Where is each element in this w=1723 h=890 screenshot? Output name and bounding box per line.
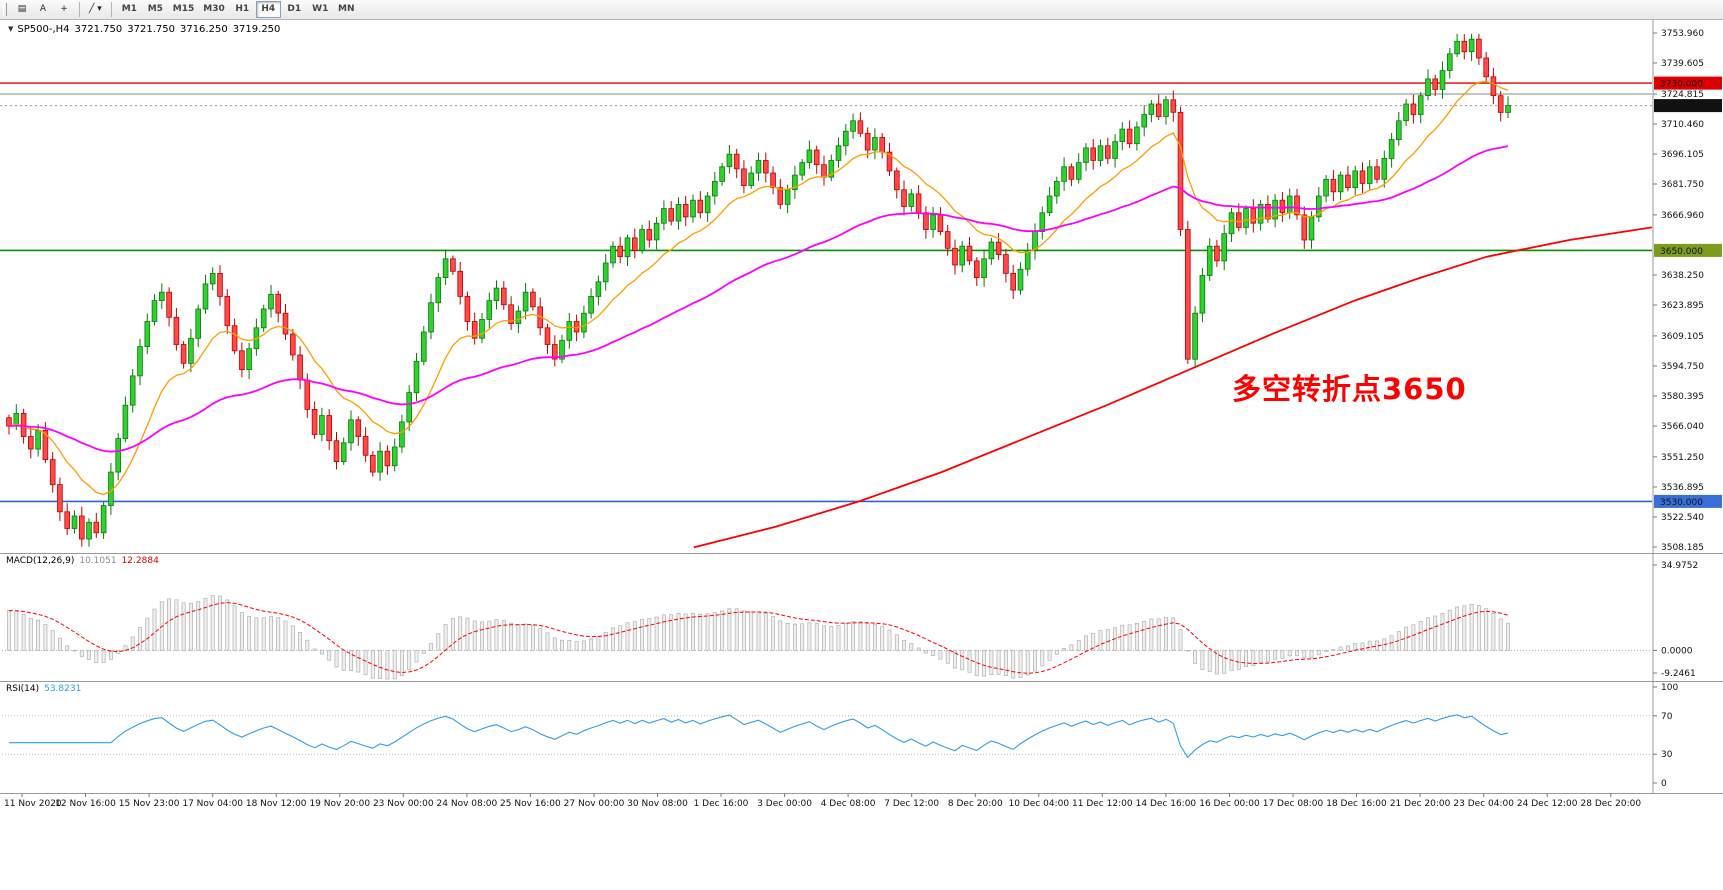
chart-canvas[interactable]: 3753.960 3739.605 3724.815 3710.460 3696.105… xyxy=(0,0,1723,812)
rsi-tick-label: 70 xyxy=(1661,712,1673,722)
rsi-tick-label: 100 xyxy=(1661,683,1678,693)
macd-tick-label: -9.2461 xyxy=(1661,669,1696,679)
bottom-spacer xyxy=(0,812,1723,890)
time-tick-label: 11 Dec 12:00 xyxy=(1072,799,1133,809)
price-tick-label: 3666.960 xyxy=(1661,211,1704,221)
price-tick-label: 3551.250 xyxy=(1661,453,1704,463)
time-tick-label: 8 Dec 20:00 xyxy=(948,799,1003,809)
price-badge-label: 3719.250 xyxy=(1660,102,1703,112)
time-tick-label: 23 Nov 00:00 xyxy=(373,799,434,809)
toolbar-drag-handle[interactable] xyxy=(3,3,7,16)
time-tick-label: 12 Nov 16:00 xyxy=(55,799,116,809)
time-tick-label: 10 Dec 04:00 xyxy=(1009,799,1070,809)
time-tick-label: 15 Nov 23:00 xyxy=(119,799,180,809)
time-tick-label: 17 Nov 04:00 xyxy=(182,799,243,809)
macd-tick-label: 0.0000 xyxy=(1661,646,1693,656)
price-tick-label: 3696.105 xyxy=(1661,150,1704,160)
price-badge-label: 3650.000 xyxy=(1660,247,1703,257)
timeframe-h1-button[interactable]: H1 xyxy=(230,1,255,18)
price-badge-label: 3530.000 xyxy=(1660,498,1703,508)
time-tick-label: 7 Dec 12:00 xyxy=(884,799,939,809)
price-tick-label: 3580.395 xyxy=(1661,392,1704,402)
price-tick-label: 3710.460 xyxy=(1661,120,1704,130)
price-tick-label: 3594.750 xyxy=(1661,362,1704,372)
price-axis[interactable]: 3753.960 3739.605 3724.815 3710.460 3696.105… xyxy=(1652,20,1722,793)
line-tool-icon[interactable]: ╱ ▾ xyxy=(85,1,106,18)
price-tick-label: 3638.250 xyxy=(1661,271,1704,281)
text-tool-icon[interactable]: A xyxy=(33,1,53,18)
price-tick-label: 3508.185 xyxy=(1661,543,1704,553)
price-tick-label: 3566.040 xyxy=(1661,422,1704,432)
timeframe-mn-button[interactable]: MN xyxy=(334,1,359,18)
time-tick-label: 1 Dec 16:00 xyxy=(694,799,749,809)
time-tick-label: 23 Dec 04:00 xyxy=(1453,799,1514,809)
time-tick-label: 27 Nov 00:00 xyxy=(564,799,625,809)
price-tick-label: 3739.605 xyxy=(1661,59,1704,69)
price-badge xyxy=(1654,99,1722,113)
price-tick-label: 3623.895 xyxy=(1661,301,1704,311)
time-tick-label: 14 Dec 16:00 xyxy=(1136,799,1197,809)
time-tick-label: 3 Dec 00:00 xyxy=(757,799,812,809)
price-tick-label: 3609.105 xyxy=(1661,332,1704,342)
rsi-line xyxy=(9,714,1509,759)
timeframe-d1-button[interactable]: D1 xyxy=(282,1,307,18)
timeframe-w1-button[interactable]: W1 xyxy=(308,1,333,18)
macd-panel: 34.9752 0.0000 -9.2461 xyxy=(2,561,1698,680)
time-tick-label: 18 Nov 12:00 xyxy=(246,799,307,809)
macd-tick-label: 34.9752 xyxy=(1661,561,1698,571)
slow-ma-line xyxy=(693,226,1653,549)
chart-tool-icon[interactable]: ▤ xyxy=(12,1,32,18)
time-tick-label: 18 Dec 16:00 xyxy=(1326,799,1387,809)
timeframe-m30-button[interactable]: M30 xyxy=(199,1,228,18)
moving-averages xyxy=(8,80,1509,496)
time-tick-label: 30 Nov 08:00 xyxy=(627,799,688,809)
price-badge xyxy=(1654,76,1722,90)
time-tick-label: 21 Dec 20:00 xyxy=(1390,799,1451,809)
rsi-tick-label: 30 xyxy=(1661,750,1673,760)
macd-signal-line xyxy=(8,602,1509,674)
toolbar-divider xyxy=(110,2,112,17)
candlestick-series xyxy=(6,33,1511,547)
time-tick-label: 19 Nov 20:00 xyxy=(309,799,370,809)
price-tick-label: 3724.815 xyxy=(1661,90,1704,100)
toolbar: ▤ A + ╱ ▾ M1 M5 M15 M30 H1 H4 D1 W1 MN xyxy=(0,0,1723,20)
rsi-panel: 100 70 30 0 xyxy=(2,683,1678,789)
rsi-tick-label: 0 xyxy=(1661,779,1667,789)
toolbar-divider xyxy=(79,2,80,17)
horizontal-lines[interactable] xyxy=(0,82,1652,503)
timeframe-h4-button[interactable]: H4 xyxy=(255,1,281,18)
time-tick-label: 25 Nov 16:00 xyxy=(500,799,561,809)
time-tick-label: 4 Dec 08:00 xyxy=(821,799,876,809)
price-tick-label: 3536.895 xyxy=(1661,483,1704,493)
time-tick-label: 11 Nov 2020 xyxy=(4,799,62,809)
timeframe-m5-button[interactable]: M5 xyxy=(143,1,168,18)
price-tick-label: 3522.540 xyxy=(1661,513,1704,523)
crosshair-icon[interactable]: + xyxy=(54,1,74,18)
price-badge xyxy=(1654,494,1722,508)
price-tick-label: 3753.960 xyxy=(1661,29,1704,39)
time-tick-label: 16 Dec 00:00 xyxy=(1199,799,1260,809)
chart-background xyxy=(0,20,1723,812)
time-tick-label: 24 Nov 08:00 xyxy=(437,799,498,809)
price-badge xyxy=(1654,243,1722,257)
price-badge-label: 3730.000 xyxy=(1660,80,1703,90)
time-tick-label: 24 Dec 12:00 xyxy=(1517,799,1578,809)
price-tick-label: 3681.750 xyxy=(1661,180,1704,190)
time-tick-label: 17 Dec 08:00 xyxy=(1263,799,1324,809)
time-tick-label: 28 Dec 20:00 xyxy=(1581,799,1642,809)
timeframe-m15-button[interactable]: M15 xyxy=(169,1,198,18)
timeframe-m1-button[interactable]: M1 xyxy=(117,1,142,18)
